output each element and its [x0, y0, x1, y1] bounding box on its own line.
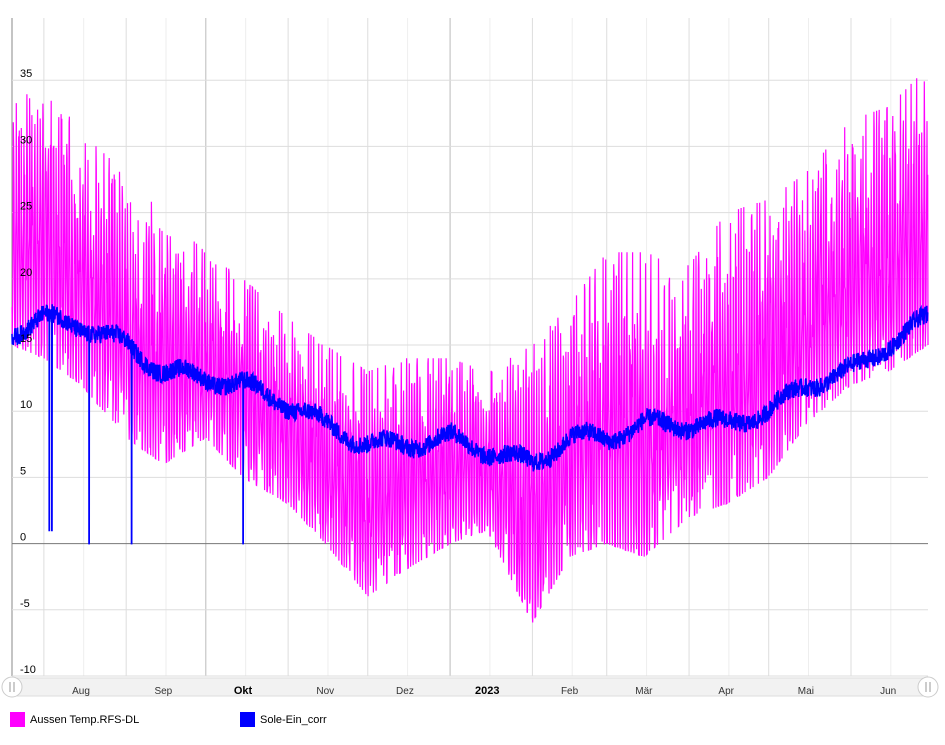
y-tick-label: -10 [20, 664, 36, 676]
navigator-right-handle[interactable] [917, 676, 939, 698]
x-tick-label: Dez [396, 686, 414, 697]
chart-area: -10 -5 0 5 10 15 20 25 30 35 Aug Sep Okt Nov Dez 2023 F… [1, 18, 939, 698]
navigator-left-handle[interactable] [1, 676, 23, 698]
y-tick-label: 25 [20, 201, 32, 213]
x-tick-label: Apr [718, 686, 734, 697]
x-tick-label: Jun [880, 686, 896, 697]
y-tick-label: 10 [20, 399, 32, 411]
legend-item-sole-ein[interactable]: Sole-Ein_corr [240, 712, 327, 727]
grip-icon [1, 676, 23, 698]
series-line-aussen-temp [11, 78, 929, 623]
grip-icon [917, 676, 939, 698]
y-tick-label: 35 [20, 68, 32, 80]
navigator-band [11, 677, 933, 697]
series-layer [11, 78, 929, 623]
series-line-sole-ein [11, 304, 929, 545]
x-tick-label: Aug [72, 686, 90, 697]
y-tick-label: 20 [20, 267, 32, 279]
x-tick-label: Mär [635, 686, 653, 697]
y-tick-labels: -10 -5 0 5 10 15 20 25 30 35 [20, 68, 36, 676]
x-tick-label: Mai [798, 686, 814, 697]
legend-item-aussen-temp[interactable]: Aussen Temp.RFS-DL [10, 712, 139, 727]
y-tick-label: 0 [20, 532, 26, 544]
x-tick-label: Feb [561, 686, 579, 697]
x-tick-label: 2023 [475, 685, 499, 697]
legend-label-sole-ein: Sole-Ein_corr [260, 713, 327, 726]
legend: Aussen Temp.RFS-DL Sole-Ein_corr [10, 712, 930, 734]
line-chart: -10 -5 0 5 10 15 20 25 30 35 Aug Sep Okt Nov Dez 2023 F… [1, 18, 939, 698]
x-tick-label: Nov [316, 686, 334, 697]
y-tick-label: -5 [20, 598, 30, 610]
legend-swatch-aussen-temp [10, 712, 25, 727]
x-tick-label: Okt [234, 685, 253, 697]
x-tick-labels: Aug Sep Okt Nov Dez 2023 Feb Mär Apr Mai Jun [72, 685, 896, 697]
legend-swatch-sole-ein [240, 712, 255, 727]
y-tick-label: 5 [20, 465, 26, 477]
y-tick-label: 30 [20, 134, 32, 146]
y-tick-label: 15 [20, 333, 32, 345]
x-tick-label: Sep [154, 686, 172, 697]
legend-label-aussen-temp: Aussen Temp.RFS-DL [30, 713, 140, 726]
time-navigator[interactable] [1, 676, 939, 698]
